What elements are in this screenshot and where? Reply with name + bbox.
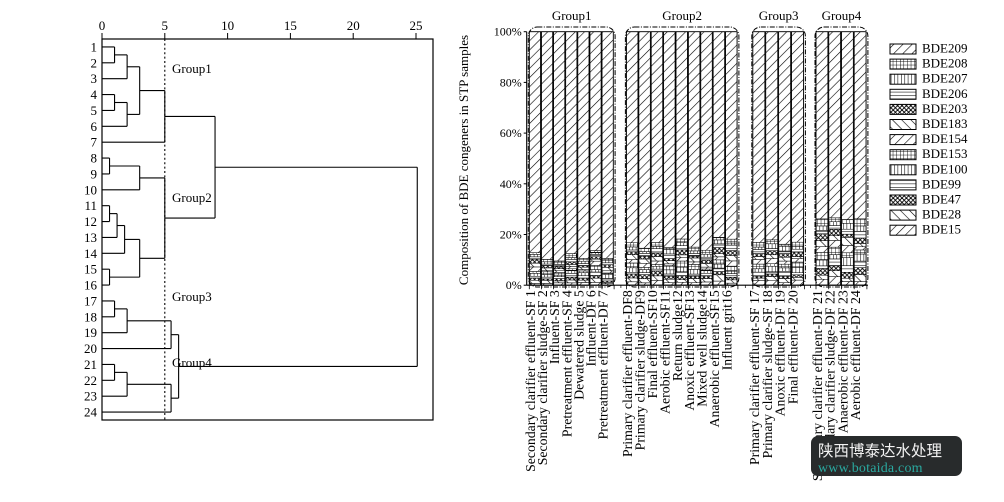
- svg-text:13: 13: [84, 230, 97, 245]
- svg-text:7: 7: [91, 135, 98, 150]
- svg-text:80%: 80%: [500, 75, 522, 89]
- svg-text:陕西博泰达水处理: 陕西博泰达水处理: [818, 442, 942, 460]
- svg-text:22: 22: [84, 373, 97, 388]
- svg-text:19: 19: [84, 325, 97, 340]
- svg-text:9: 9: [91, 166, 98, 181]
- svg-text:20: 20: [347, 18, 360, 33]
- svg-text:2: 2: [91, 55, 98, 70]
- svg-text:BDE99: BDE99: [922, 176, 961, 191]
- svg-text:60%: 60%: [500, 126, 522, 140]
- svg-text:14: 14: [84, 246, 98, 261]
- svg-text:1: 1: [91, 39, 98, 54]
- svg-text:12: 12: [84, 214, 97, 229]
- svg-text:Aerobic effluent-DF 24: Aerobic effluent-DF 24: [848, 290, 863, 420]
- svg-text:3: 3: [91, 71, 98, 86]
- svg-text:Group3: Group3: [172, 289, 212, 304]
- svg-text:BDE154: BDE154: [922, 131, 968, 146]
- svg-text:20%: 20%: [500, 228, 522, 242]
- svg-text:4: 4: [91, 87, 98, 102]
- svg-text:Final effluent-DF 20: Final effluent-DF 20: [786, 290, 801, 404]
- svg-text:23: 23: [84, 389, 97, 404]
- svg-text:BDE208: BDE208: [922, 56, 968, 71]
- svg-text:BDE206: BDE206: [922, 86, 968, 101]
- svg-text:18: 18: [84, 309, 97, 324]
- svg-text:Group1: Group1: [172, 61, 212, 76]
- svg-text:BDE183: BDE183: [922, 116, 968, 131]
- svg-text:11: 11: [84, 198, 97, 213]
- svg-text:Group2: Group2: [172, 190, 212, 205]
- svg-text:Pretreatment effluent-DF 7: Pretreatment effluent-DF 7: [596, 290, 611, 439]
- svg-text:BDE203: BDE203: [922, 101, 968, 116]
- svg-text:BDE207: BDE207: [922, 71, 968, 86]
- svg-text:100%: 100%: [494, 25, 522, 39]
- svg-text:16: 16: [84, 278, 98, 293]
- svg-text:www.botaida.com: www.botaida.com: [818, 461, 923, 476]
- svg-text:10: 10: [84, 182, 97, 197]
- svg-text:21: 21: [84, 357, 97, 372]
- svg-text:Group4: Group4: [172, 355, 212, 370]
- svg-text:Group3: Group3: [759, 8, 799, 23]
- svg-text:BDE100: BDE100: [922, 161, 968, 176]
- svg-text:BDE209: BDE209: [922, 41, 968, 56]
- svg-text:5: 5: [162, 18, 169, 33]
- svg-text:0: 0: [99, 18, 106, 33]
- svg-text:6: 6: [91, 119, 98, 134]
- svg-text:15: 15: [284, 18, 297, 33]
- svg-text:Influent grit16: Influent grit16: [719, 290, 734, 370]
- svg-text:10: 10: [221, 18, 234, 33]
- svg-text:BDE153: BDE153: [922, 146, 968, 161]
- svg-text:25: 25: [410, 18, 423, 33]
- svg-text:BDE15: BDE15: [922, 222, 961, 237]
- svg-text:BDE28: BDE28: [922, 207, 961, 222]
- svg-text:5: 5: [91, 103, 98, 118]
- svg-text:15: 15: [84, 262, 97, 277]
- svg-text:Group2: Group2: [662, 8, 702, 23]
- svg-text:40%: 40%: [500, 177, 522, 191]
- svg-text:Group1: Group1: [552, 8, 592, 23]
- svg-text:Group4: Group4: [822, 8, 862, 23]
- svg-text:BDE47: BDE47: [922, 192, 962, 207]
- svg-text:20: 20: [84, 341, 97, 356]
- svg-text:8: 8: [91, 151, 98, 166]
- svg-text:17: 17: [84, 293, 98, 308]
- svg-text:Composition of BDE congeners i: Composition of BDE congeners in STP samp…: [456, 35, 471, 285]
- svg-text:24: 24: [84, 405, 98, 420]
- svg-text:0%: 0%: [506, 278, 522, 292]
